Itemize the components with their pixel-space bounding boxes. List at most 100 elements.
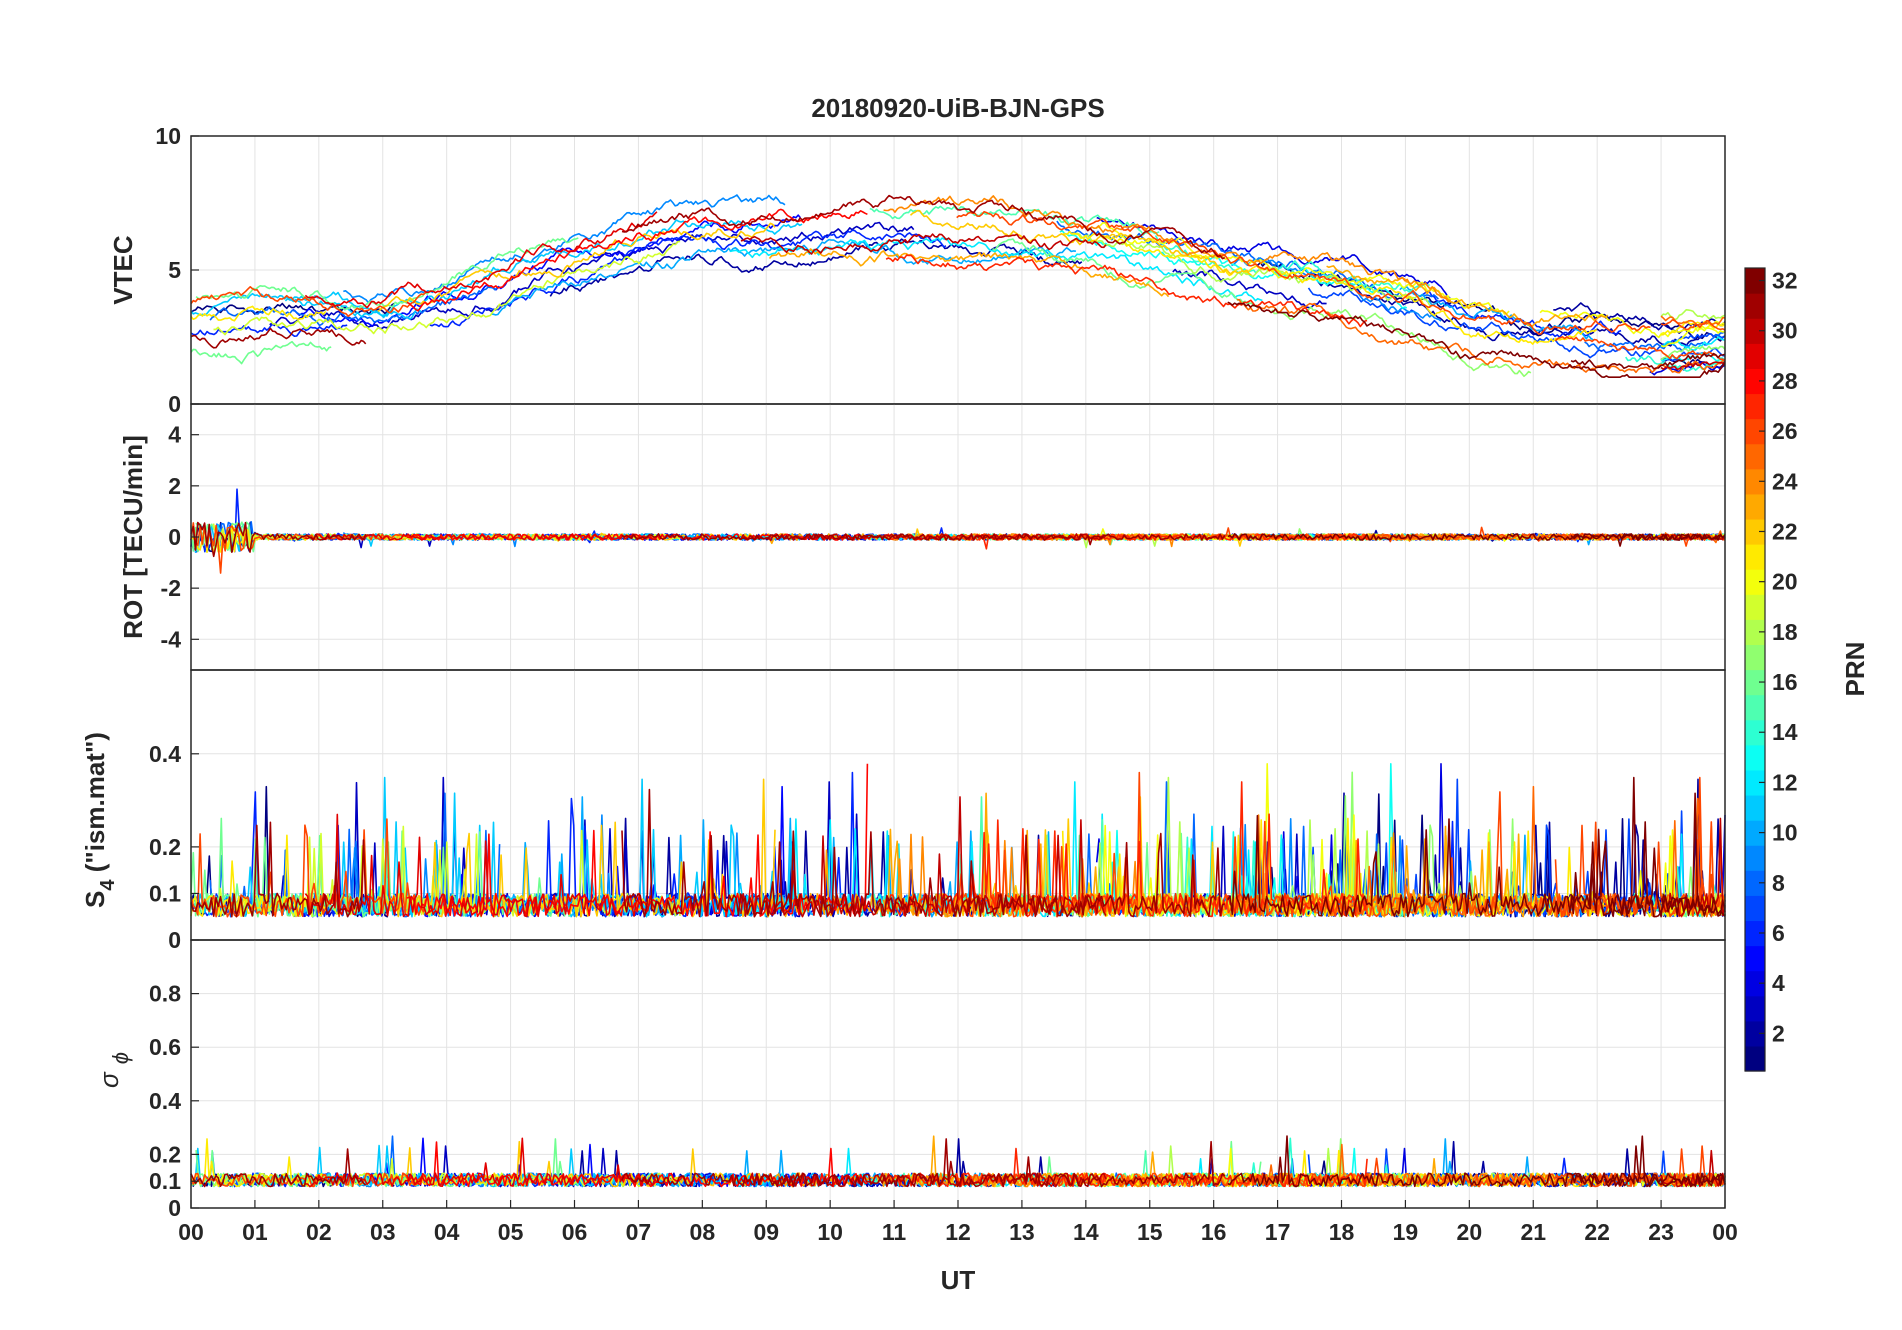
colorbar-label: PRN (1840, 642, 1870, 697)
colorbar-tick-label: 8 (1772, 870, 1785, 896)
series-line-prn-31 (621, 533, 1226, 546)
ytick-label: 0 (168, 391, 181, 417)
colorbar-tick-label: 14 (1772, 719, 1798, 745)
xtick-label: 11 (882, 1219, 907, 1245)
colorbar-tick-label: 12 (1772, 769, 1798, 795)
ylabel-s4-rest: ("ism.mat") (80, 732, 110, 879)
panel-s4: 0 0.1 0.2 0.4 S4 ("ism.mat") (80, 669, 1726, 953)
series-line-prn-14 (1625, 355, 1725, 372)
colorbar-band (1745, 744, 1765, 771)
series-line-prn-26 (190, 285, 427, 318)
series-line-prn-27 (885, 1147, 1368, 1188)
series-line-prn-1 (1255, 261, 1726, 342)
series-line-prn-3 (269, 221, 915, 330)
colorbar-band (1745, 920, 1765, 947)
series-line-prn-29 (304, 211, 658, 309)
ytick-label: 4 (168, 422, 181, 448)
series-line-prn-32 (1227, 776, 1726, 918)
colorbar-tick-label: 10 (1772, 820, 1798, 846)
yticks-sigma: 00.10.2 0.4 0.6 0.8 (149, 981, 199, 1221)
xtick-label: 09 (753, 1219, 779, 1245)
ylabel-sigma-main: σ (94, 1071, 124, 1088)
ylabel-s4: S4 ("ism.mat") (80, 732, 119, 908)
ytick-label: 0 (168, 524, 181, 550)
series-line-prn-16 (190, 340, 332, 365)
ytick-label: 0.2 (149, 1141, 181, 1167)
colorbar-tick-label: 16 (1772, 669, 1798, 695)
colorbar-band (1745, 393, 1765, 420)
xtick-label: 00 (1712, 1219, 1738, 1245)
colorbar-band (1745, 820, 1765, 846)
colorbar-band (1745, 644, 1765, 671)
colorbar-tick-label: 30 (1772, 318, 1798, 344)
colorbar-tick-label: 2 (1772, 1020, 1785, 1046)
series-sigma (190, 1135, 1726, 1188)
series-line-prn-27 (885, 254, 1368, 328)
colorbar-band (1745, 669, 1765, 696)
xtick-label: 00 (178, 1219, 204, 1245)
colorbar-band (1745, 343, 1765, 369)
series-line-prn-22 (377, 222, 776, 312)
colorbar-band (1745, 970, 1765, 997)
colorbar-band (1745, 619, 1765, 646)
ylabel-sigma: σϕ (94, 1052, 133, 1088)
xtick-label: 18 (1329, 1219, 1355, 1245)
panel-sigma: 00.10.2 0.4 0.6 0.8 σϕ (94, 939, 1726, 1221)
xtick-label: 04 (434, 1219, 460, 1245)
series-line-prn-9 (343, 194, 786, 304)
xtick-label: 14 (1073, 1219, 1099, 1245)
series-line-prn-32 (1570, 352, 1726, 370)
ytick-label: -4 (161, 626, 182, 652)
yticks-s4: 0 0.1 0.2 0.4 (149, 741, 199, 953)
colorbar-band (1745, 719, 1765, 746)
xtick-label: 16 (1201, 1219, 1227, 1245)
series-line-prn-19 (213, 240, 681, 336)
colorbar-band (1745, 418, 1765, 445)
xtick-label: 03 (370, 1219, 396, 1245)
colorbar-band (1745, 1020, 1765, 1047)
colorbar-band (1745, 493, 1765, 520)
ylabel-s4-sub: 4 (97, 879, 119, 891)
series-line-prn-6 (190, 323, 348, 338)
xtick-label: 12 (945, 1219, 971, 1245)
colorbar-band (1745, 694, 1765, 721)
series-line-prn-31 (621, 194, 1226, 260)
xtick-label: 10 (817, 1219, 843, 1245)
colorbar-band (1745, 318, 1765, 344)
xtick-label: 02 (306, 1219, 332, 1245)
ytick-label: 0.8 (149, 981, 181, 1007)
series-line-prn-31 (621, 1138, 1226, 1188)
colorbar-tick-label: 4 (1772, 970, 1785, 996)
series-line-prn-10 (1399, 285, 1594, 341)
ytick-label: 0.2 (149, 834, 181, 860)
series-line-prn-23 (1326, 265, 1609, 327)
xtick-label: 19 (1393, 1219, 1419, 1245)
colorbar-tick-label: 28 (1772, 368, 1798, 394)
colorbar-band (1745, 518, 1765, 545)
ytick-label: -2 (161, 575, 181, 601)
xtick-label: 22 (1584, 1219, 1610, 1245)
yticks-rot: -4 -2 0 2 4 (161, 422, 199, 652)
ylabel-rot: ROT [TECU/min] (118, 435, 148, 639)
series-line-prn-32 (1570, 1135, 1726, 1188)
colorbar-band (1745, 544, 1765, 570)
colorbar-bands (1745, 268, 1765, 1072)
series-line-prn-32 (1227, 1135, 1726, 1188)
series-line-prn-29 (304, 813, 658, 918)
ytick-label: 0.4 (149, 1088, 181, 1114)
colorbar-band (1745, 895, 1765, 922)
colorbar-band (1745, 845, 1765, 871)
series-line-prn-31 (621, 788, 1226, 918)
series-line-prn-28 (406, 208, 868, 312)
series-line-prn-31 (190, 821, 367, 918)
series-s4 (190, 762, 1726, 918)
ytick-label: 0.1 (149, 1168, 181, 1194)
xtick-label: 21 (1520, 1219, 1546, 1245)
series-line-prn-11 (190, 292, 422, 321)
series-line-prn-6 (429, 229, 947, 328)
ytick-label: 0.6 (149, 1034, 181, 1060)
series-line-prn-12 (729, 236, 1263, 302)
series-line-prn-16 (992, 238, 1261, 309)
panel-vtec: 0 5 10 VTEC (108, 123, 1726, 417)
